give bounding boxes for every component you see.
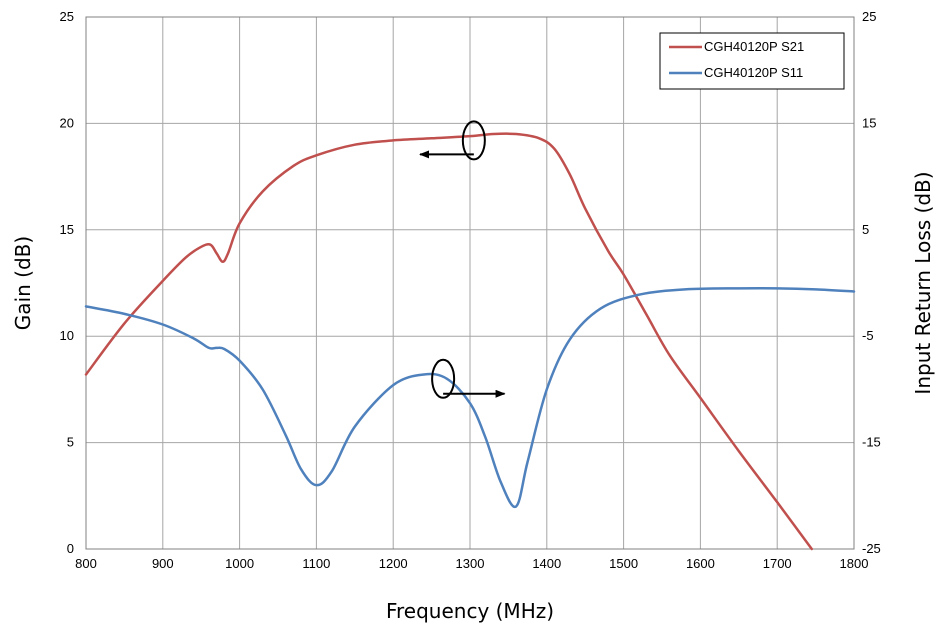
annotation-ellipse	[461, 120, 486, 161]
series-line-s11	[84, 286, 856, 509]
y-tick-label: 15	[60, 222, 74, 237]
x-tick-label: 1200	[379, 556, 408, 571]
y-axis-title: Gain (dB)	[11, 236, 35, 330]
x-tick-label: 900	[152, 556, 174, 571]
y2-tick-label: -15	[862, 435, 881, 450]
y-tick-label: 0	[67, 541, 74, 556]
y2-tick-label: -5	[862, 328, 874, 343]
y-axis-ticks: 0 5 10 15 20 25	[60, 9, 74, 556]
y2-axis-title: Input Return Loss (dB)	[911, 171, 935, 394]
x-tick-label: 1300	[456, 556, 485, 571]
y2-tick-label: 15	[862, 115, 876, 130]
x-tick-label: 800	[75, 556, 97, 571]
x-tick-label: 1000	[225, 556, 254, 571]
x-tick-label: 1700	[763, 556, 792, 571]
legend-label-s11: CGH40120P S11	[704, 65, 803, 80]
y2-axis-ticks: -25 -15 -5 5 15 25	[862, 9, 881, 556]
series-layer	[84, 132, 856, 551]
y2-tick-label: 25	[862, 9, 876, 24]
y-tick-label: 25	[60, 9, 74, 24]
y-tick-label: 20	[60, 115, 74, 130]
legend: CGH40120P S21 CGH40120P S11	[659, 32, 845, 90]
plot-frame	[85, 16, 855, 550]
legend-box	[659, 32, 845, 90]
y2-tick-label: 5	[862, 222, 869, 237]
x-tick-label: 1600	[686, 556, 715, 571]
x-tick-label: 1400	[532, 556, 561, 571]
x-tick-label: 1500	[609, 556, 638, 571]
y2-tick-label: -25	[862, 541, 881, 556]
annotations	[419, 120, 506, 399]
annotation-ellipse	[431, 358, 456, 399]
y-tick-label: 10	[60, 328, 74, 343]
x-tick-label: 1100	[302, 556, 330, 571]
x-tick-label: 1800	[840, 556, 869, 571]
x-axis-title: Frequency (MHz)	[386, 599, 554, 623]
legend-label-s21: CGH40120P S21	[704, 39, 804, 54]
series-line-s21	[84, 132, 814, 551]
x-axis-ticks: 800 900 1000 1100 1200 1300 1400 1500 1600 1700 18…	[75, 556, 868, 571]
y-tick-label: 5	[67, 435, 74, 450]
